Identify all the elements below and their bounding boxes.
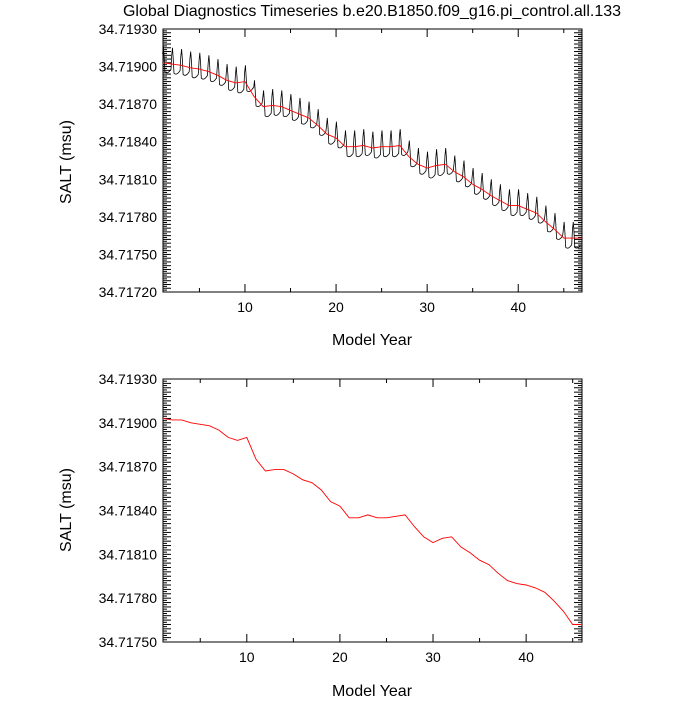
y-tick-label: 34.71840 (99, 134, 158, 150)
plot-frame (162, 378, 583, 643)
x-tick-label: 40 (510, 299, 526, 315)
y-tick-label: 34.71870 (99, 459, 158, 475)
top-x-axis-label: Model Year (332, 332, 413, 349)
y-tick-label: 34.71930 (99, 21, 158, 37)
y-tick-label: 34.71900 (99, 59, 158, 75)
y-tick-label: 34.71840 (99, 503, 158, 519)
bottom-panel: Model Year SALT (msu) 10 20 30 40 34.71750 34… (58, 371, 583, 700)
x-tick-label: 30 (419, 299, 435, 315)
bottom-x-axis-label: Model Year (332, 683, 413, 700)
y-tick-label: 34.71750 (99, 246, 158, 262)
y-tick-label: 34.71810 (99, 171, 158, 187)
y-tick-label: 34.71780 (99, 590, 158, 606)
top-y-axis-label: SALT (msu) (58, 120, 75, 204)
x-tick-label: 30 (425, 649, 441, 665)
y-tick-label: 34.71930 (99, 371, 158, 387)
y-tick-label: 34.71900 (99, 415, 158, 431)
top-panel: Model Year SALT (msu) 10 20 30 40 34.71720 34… (58, 21, 583, 349)
y-tick-label: 34.71870 (99, 96, 158, 112)
series-line-mean (162, 62, 582, 239)
y-tick-label: 34.71810 (99, 546, 158, 562)
x-tick-label: 10 (239, 649, 255, 665)
y-tick-label: 34.71720 (99, 284, 158, 300)
y-tick-label: 34.71780 (99, 209, 158, 225)
plot-frame (162, 28, 583, 293)
series-line-mean (162, 418, 582, 625)
x-tick-label: 20 (332, 649, 348, 665)
series-line-monthly (162, 46, 582, 249)
x-tick-label: 20 (328, 299, 344, 315)
y-tick-label: 34.71750 (99, 634, 158, 650)
x-tick-label: 10 (237, 299, 253, 315)
figure-title: Global Diagnostics Timeseries b.e20.B185… (123, 3, 621, 20)
bottom-y-axis-label: SALT (msu) (58, 468, 75, 552)
x-tick-label: 40 (518, 649, 534, 665)
